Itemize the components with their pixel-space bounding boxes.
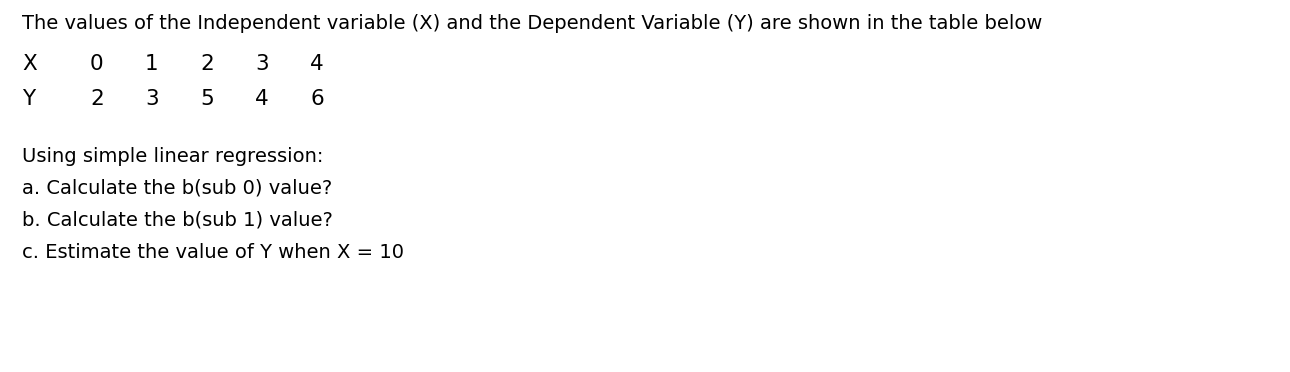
Text: a. Calculate the b(sub 0) value?: a. Calculate the b(sub 0) value? xyxy=(22,179,333,198)
Text: 4: 4 xyxy=(255,89,268,109)
Text: 0: 0 xyxy=(90,54,103,74)
Text: The values of the Independent variable (X) and the Dependent Variable (Y) are sh: The values of the Independent variable (… xyxy=(22,14,1042,33)
Text: X: X xyxy=(22,54,36,74)
Text: Y: Y xyxy=(22,89,35,109)
Text: 2: 2 xyxy=(200,54,214,74)
Text: 3: 3 xyxy=(255,54,268,74)
Text: 6: 6 xyxy=(310,89,324,109)
Text: 1: 1 xyxy=(144,54,159,74)
Text: 2: 2 xyxy=(90,89,103,109)
Text: b. Calculate the b(sub 1) value?: b. Calculate the b(sub 1) value? xyxy=(22,211,333,230)
Text: Using simple linear regression:: Using simple linear regression: xyxy=(22,147,324,166)
Text: 4: 4 xyxy=(310,54,324,74)
Text: 5: 5 xyxy=(200,89,214,109)
Text: 3: 3 xyxy=(144,89,159,109)
Text: c. Estimate the value of Y when X = 10: c. Estimate the value of Y when X = 10 xyxy=(22,243,404,262)
